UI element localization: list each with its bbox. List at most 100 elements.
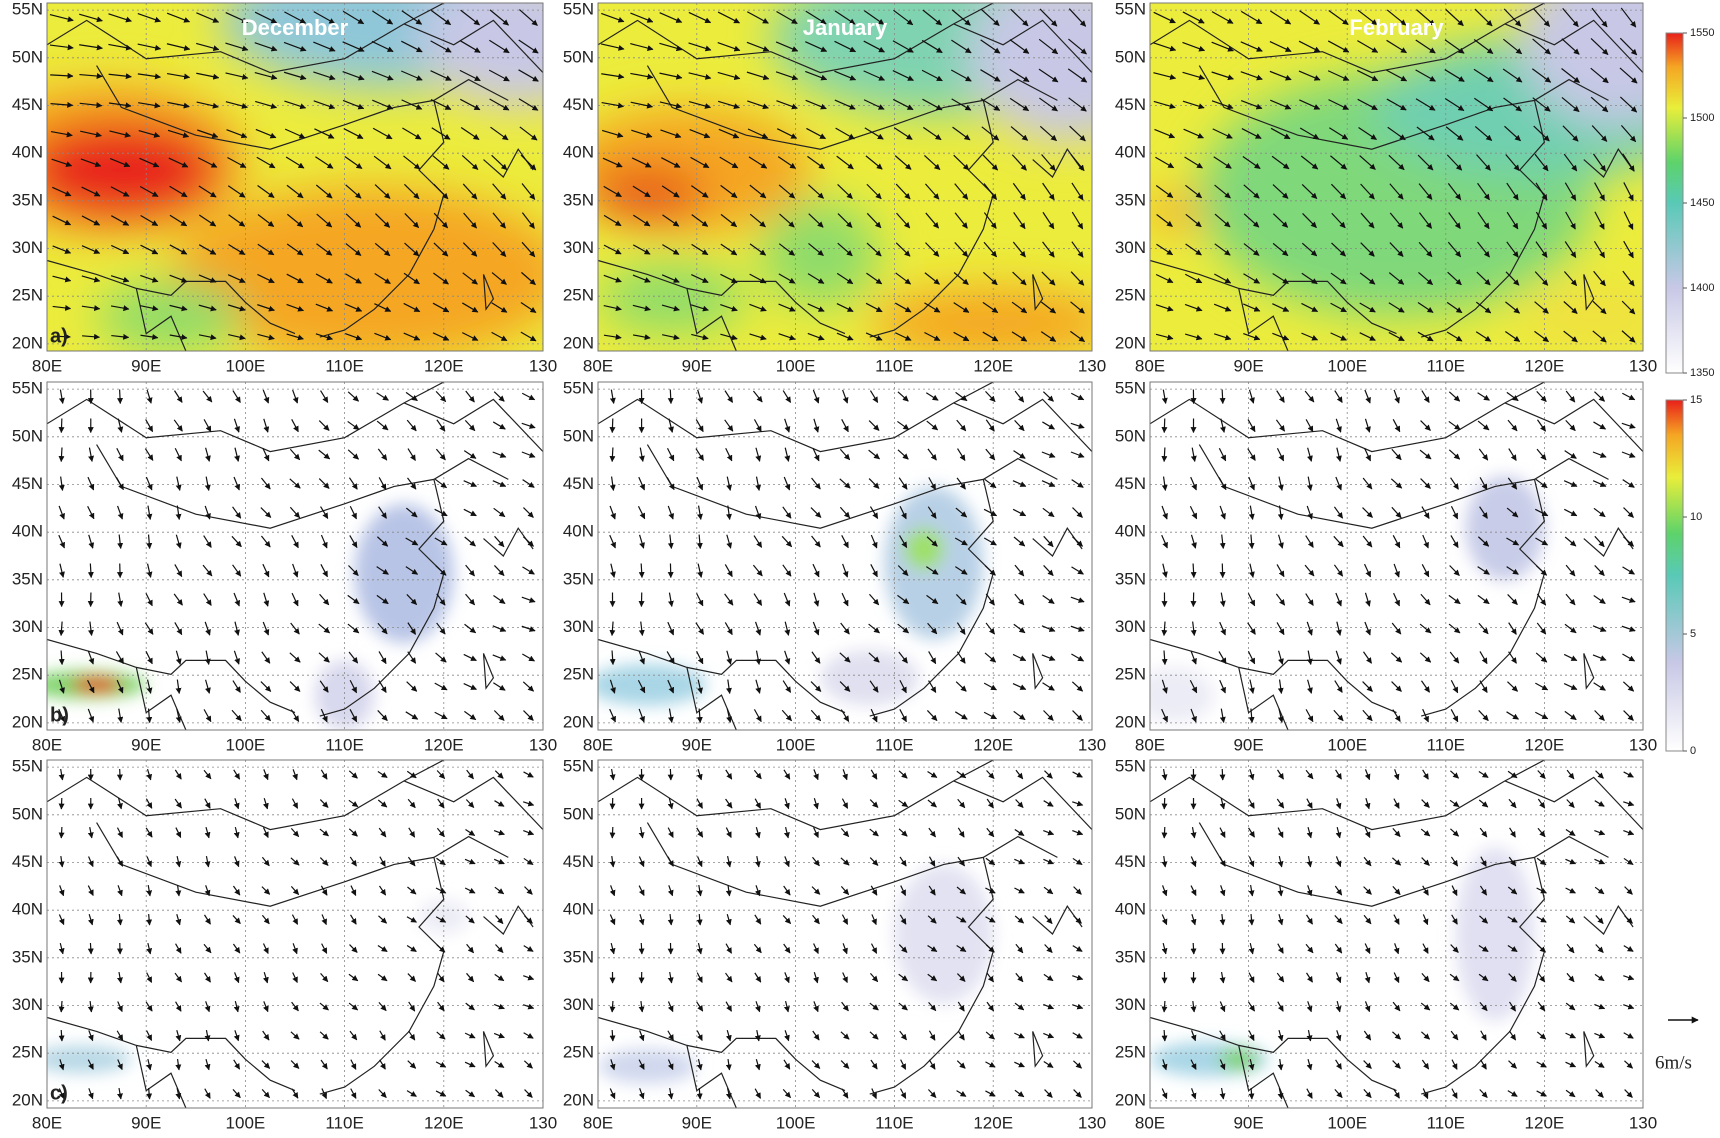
lat-tick-label: 30N bbox=[563, 995, 594, 1014]
wind-arrow bbox=[1269, 70, 1292, 81]
wind-arrow bbox=[1300, 155, 1319, 170]
wind-arrow bbox=[137, 12, 162, 23]
wind-arrow bbox=[1476, 154, 1491, 171]
wind-arrow bbox=[1155, 333, 1174, 341]
wind-arrow bbox=[87, 563, 94, 579]
wind-arrow bbox=[435, 448, 446, 461]
wind-arrow bbox=[1038, 68, 1059, 83]
wind-arrow bbox=[1330, 183, 1347, 200]
wind-arrow bbox=[1243, 243, 1260, 256]
wind-arrow bbox=[1386, 39, 1407, 54]
wind-arrow bbox=[778, 184, 796, 199]
wind-arrow bbox=[1067, 68, 1088, 83]
panel-title: February bbox=[1349, 15, 1444, 40]
wind-arrow bbox=[257, 243, 275, 256]
wind-arrow bbox=[81, 275, 101, 283]
wind-arrow bbox=[805, 41, 828, 52]
wind-arrow bbox=[203, 419, 212, 433]
wind-arrow bbox=[1153, 72, 1177, 80]
wind-arrow bbox=[749, 273, 767, 284]
colorbar-tick-label: 1350 bbox=[1690, 367, 1714, 379]
wind-arrow bbox=[286, 333, 304, 341]
wind-arrow bbox=[492, 183, 507, 200]
wind-arrow bbox=[863, 99, 885, 110]
wind-arrow bbox=[320, 390, 329, 404]
lat-tick-label: 50N bbox=[1115, 47, 1146, 66]
wind-arrow bbox=[492, 242, 507, 257]
wind-arrow bbox=[749, 303, 767, 312]
wind-arrow bbox=[318, 478, 330, 489]
lat-tick-label: 20N bbox=[563, 712, 594, 731]
lat-tick-label: 35N bbox=[12, 947, 43, 966]
wind-arrow bbox=[198, 334, 217, 341]
panel-frame bbox=[46, 2, 544, 352]
wind-arrow bbox=[1182, 100, 1205, 110]
wind-arrow bbox=[58, 389, 65, 404]
wind-arrow bbox=[660, 129, 682, 139]
lon-tick-label: 100E bbox=[226, 735, 266, 754]
field-blob bbox=[1150, 667, 1215, 724]
wind-arrow bbox=[254, 100, 278, 109]
wind-arrow bbox=[776, 128, 798, 139]
wind-arrow bbox=[662, 244, 680, 255]
wind-arrow bbox=[1214, 273, 1232, 284]
wind-arrow bbox=[922, 98, 943, 111]
lat-tick-label: 30N bbox=[1115, 617, 1146, 636]
wind-arrow bbox=[1535, 211, 1548, 230]
map-panel: 55N 50N 45N 40N 35N 30N 25N 20N 80E 90E 100E 110E 12… bbox=[12, 757, 557, 1133]
lat-tick-label: 20N bbox=[563, 1090, 594, 1109]
wind-arrow bbox=[778, 303, 796, 312]
wind-arrow bbox=[863, 10, 885, 25]
lon-tick-label: 80E bbox=[1135, 1113, 1165, 1132]
wind-arrow bbox=[1011, 331, 1028, 342]
wind-arrow bbox=[488, 69, 510, 82]
wind-arrow bbox=[1444, 39, 1465, 54]
lat-tick-label: 50N bbox=[1115, 804, 1146, 823]
wind-arrow bbox=[520, 331, 537, 342]
wind-arrow bbox=[432, 302, 450, 313]
colorbar-tick-label: 1500 bbox=[1690, 112, 1714, 124]
wind-arrow bbox=[895, 332, 912, 341]
map-content bbox=[598, 382, 1092, 730]
lon-tick-label: 130 bbox=[1629, 735, 1657, 754]
wind-arrow bbox=[661, 274, 680, 283]
wind-arrow bbox=[1219, 768, 1226, 781]
wind-arrow bbox=[1013, 212, 1026, 230]
wind-arrow bbox=[255, 128, 277, 139]
wind-arrow bbox=[58, 476, 65, 492]
wind-arrow bbox=[1358, 127, 1377, 140]
lon-tick-label: 110E bbox=[325, 1113, 363, 1132]
wind-arrow bbox=[1502, 38, 1523, 55]
wind-arrow bbox=[1039, 97, 1058, 112]
lat-tick-label: 25N bbox=[563, 1043, 594, 1062]
wind-arrow bbox=[748, 156, 768, 169]
colorbar-tick-label: 15 bbox=[1690, 394, 1702, 406]
wind-arrow bbox=[401, 40, 423, 53]
panel-title: January bbox=[803, 15, 888, 40]
wind-arrow bbox=[51, 158, 73, 167]
wind-arrow bbox=[603, 244, 622, 255]
wind-arrow bbox=[81, 186, 101, 197]
wind-arrow bbox=[257, 333, 275, 341]
lat-tick-label: 45N bbox=[1115, 852, 1146, 871]
wind-arrow bbox=[375, 213, 391, 228]
wind-arrow bbox=[1534, 330, 1549, 343]
wind-arrow bbox=[837, 242, 853, 257]
lat-tick-label: 35N bbox=[12, 569, 43, 588]
wind-arrow bbox=[746, 71, 770, 81]
wind-arrow bbox=[169, 274, 188, 283]
wind-arrow bbox=[432, 155, 450, 170]
wind-arrow bbox=[491, 272, 507, 285]
wind-arrow bbox=[1330, 272, 1347, 285]
wind-arrow bbox=[1623, 240, 1634, 259]
wind-arrow bbox=[117, 418, 124, 433]
field-blob bbox=[894, 864, 994, 1004]
lat-tick-label: 50N bbox=[1115, 426, 1146, 445]
wind-arrow bbox=[315, 184, 333, 199]
wind-arrow bbox=[980, 69, 1001, 82]
wind-arrow bbox=[1041, 271, 1056, 286]
wind-arrow bbox=[893, 127, 913, 140]
lat-tick-label: 40N bbox=[563, 143, 594, 162]
wind-arrow bbox=[342, 41, 365, 52]
wind-arrow bbox=[87, 942, 94, 955]
